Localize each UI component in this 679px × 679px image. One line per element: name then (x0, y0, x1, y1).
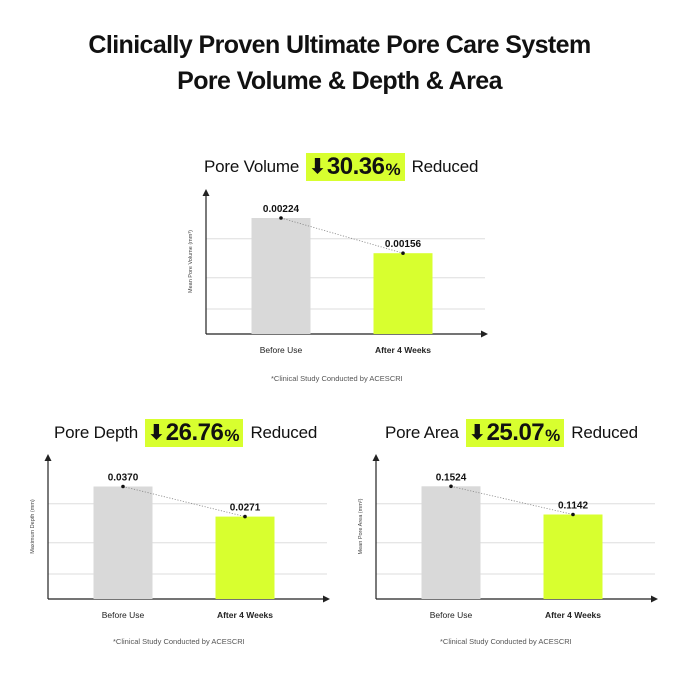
area-headline: Pore Area ⬇ 25.07 % Reduced (385, 419, 638, 447)
depth-reduction-unit: % (224, 426, 240, 445)
volume-value-label: 0.00224 (263, 204, 300, 215)
depth-headline-label: Pore Depth (54, 423, 138, 442)
volume-headline-label: Pore Volume (204, 157, 300, 176)
area-data-point (449, 484, 453, 489)
area-x-axis-arrow (651, 595, 658, 603)
depth-category-label: After 4 Weeks (217, 610, 273, 620)
depth-reduction-badge: ⬇ 26.76 % (145, 419, 244, 447)
area-category-label: After 4 Weeks (545, 610, 601, 620)
main-title-line1: Clinically Proven Ultimate Pore Care Sys… (88, 31, 591, 59)
area-category-label: Before Use (430, 610, 473, 620)
area-footnote: *Clinical Study Conducted by ACESCRI (440, 637, 572, 646)
area-value-label: 0.1142 (558, 501, 588, 512)
depth-chart: Maximum Depth (mm) Before Use After 4 Week… (30, 454, 330, 620)
depth-headline: Pore Depth ⬇ 26.76 % Reduced (54, 419, 317, 447)
area-y-axis-arrow (372, 454, 380, 461)
depth-bar-after (215, 516, 275, 599)
arrow-down-icon: ⬇ (309, 156, 326, 178)
area-trend-line (450, 485, 574, 515)
depth-value-label: 0.0370 (108, 473, 139, 484)
depth-value-label: 0.0271 (230, 503, 261, 514)
depth-x-axis-arrow (323, 595, 330, 603)
volume-y-axis-arrow (202, 189, 210, 196)
depth-y-axis-arrow (44, 454, 52, 461)
depth-trend-line (122, 486, 246, 517)
volume-reduced-label: Reduced (411, 157, 479, 176)
volume-x-axis-arrow (481, 330, 488, 338)
area-data-point (571, 512, 575, 517)
area-value-label: 0.1524 (436, 472, 467, 483)
area-y-axis-label: Mean Pore Area (mm²) (358, 498, 364, 554)
area-reduction-value: 25.07 (486, 419, 545, 446)
depth-category-label: Before Use (102, 610, 145, 620)
area-headline-label: Pore Area (385, 423, 459, 442)
volume-reduction-unit: % (385, 160, 401, 179)
area-reduction-badge: ⬇ 25.07 % (465, 419, 565, 447)
volume-footnote: *Clinical Study Conducted by ACESCRI (271, 374, 403, 383)
volume-data-point (401, 251, 405, 255)
area-reduced-label: Reduced (571, 423, 638, 442)
volume-y-axis-label: Mean Pore Volume (mm³) (188, 230, 194, 293)
depth-bar-before (93, 486, 153, 599)
area-chart: Mean Pore Area (mm²) Before Use After 4 We… (358, 454, 658, 620)
area-reduction-unit: % (545, 426, 561, 445)
volume-bar-before (251, 218, 311, 334)
volume-data-point (279, 216, 283, 220)
arrow-down-icon: ⬇ (148, 422, 165, 444)
arrow-down-icon: ⬇ (468, 422, 486, 444)
depth-reduced-label: Reduced (250, 423, 318, 442)
volume-chart: Mean Pore Volume (mm³) Before Use After 4 … (188, 189, 488, 355)
depth-y-axis-label: Maximum Depth (mm) (30, 499, 36, 554)
depth-reduction-value: 26.76 (165, 419, 224, 446)
area-bar-after (543, 514, 603, 599)
area-bar-before (421, 486, 481, 599)
volume-reduction-badge: ⬇ 30.36 % (306, 153, 405, 181)
volume-bar-after (373, 253, 433, 334)
depth-data-point (243, 514, 247, 519)
volume-category-label: Before Use (260, 345, 303, 355)
volume-value-label: 0.00156 (385, 239, 422, 250)
depth-footnote: *Clinical Study Conducted by ACESCRI (113, 637, 245, 646)
volume-reduction-value: 30.36 (326, 153, 385, 180)
volume-category-label: After 4 Weeks (375, 345, 431, 355)
volume-headline: Pore Volume ⬇ 30.36 % Reduced (204, 153, 478, 181)
depth-data-point (121, 484, 125, 489)
main-title-line2: Pore Volume & Depth & Area (177, 67, 502, 95)
